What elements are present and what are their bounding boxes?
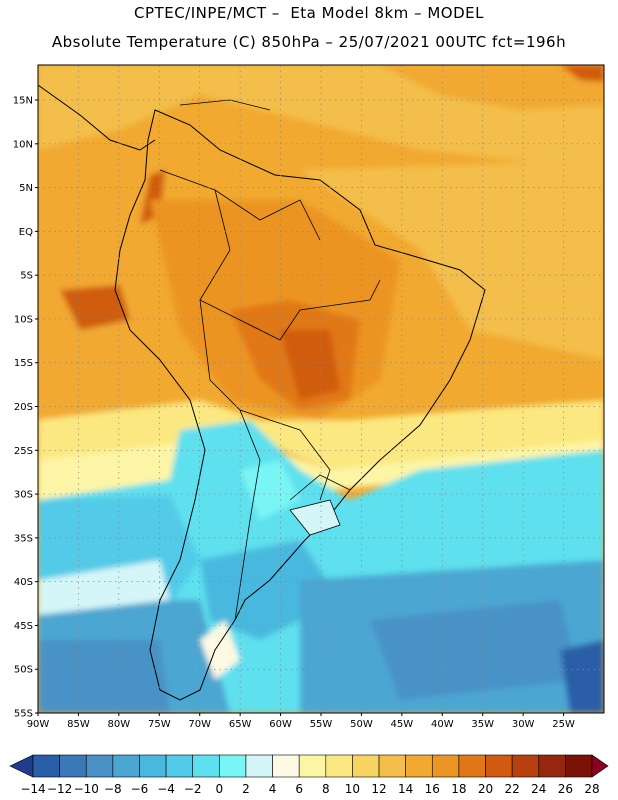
lon-label: 35W <box>471 719 494 730</box>
colorbar-label: −10 <box>74 782 99 796</box>
lat-label: 55S <box>14 709 33 720</box>
colorbar-label: 4 <box>269 782 277 796</box>
colorbar-label: 16 <box>425 782 440 796</box>
colorbar-label: 20 <box>478 782 493 796</box>
lat-label: 40S <box>14 577 33 588</box>
lat-label: 35S <box>14 533 33 544</box>
colorbar-label: 14 <box>398 782 413 796</box>
colorbar-label: −8 <box>104 782 122 796</box>
lon-label: 25W <box>552 719 575 730</box>
colorbar-swatch <box>431 754 460 778</box>
lon-label: 55W <box>310 719 333 730</box>
colorbar-label: 6 <box>295 782 303 796</box>
lat-label: 25S <box>14 446 33 457</box>
lon-label: 70W <box>188 719 211 730</box>
colorbar-labels: −14 −12 −10 −8 −6 −4 −2 0 2 4 6 8 10 12 14 16 18 20 22 24 26… <box>20 782 599 796</box>
colorbar-label: 28 <box>584 782 599 796</box>
lon-label: 75W <box>148 719 171 730</box>
colorbar-label: 10 <box>345 782 360 796</box>
longitude-labels: 90W 85W 80W 75W 70W 65W 60W 55W 50W 45W 40W 35W 30W 2… <box>27 713 575 730</box>
lon-label: 50W <box>350 719 373 730</box>
lon-label: 90W <box>27 719 50 730</box>
colorbar-label: −6 <box>131 782 149 796</box>
colorbar-label: 2 <box>242 782 250 796</box>
colorbar-label: −14 <box>20 782 45 796</box>
lat-label: 10S <box>14 314 33 325</box>
colorbar <box>9 754 609 778</box>
colorbar-arrow-low <box>9 754 34 778</box>
lat-label: 20S <box>14 402 33 413</box>
lon-label: 85W <box>67 719 90 730</box>
colorbar-swatch <box>458 754 486 778</box>
colorbar-swatch <box>405 754 433 778</box>
colorbar-label: 24 <box>531 782 546 796</box>
colorbar-swatch <box>32 754 60 778</box>
colorbar-swatch <box>352 754 380 778</box>
lon-label: 60W <box>269 719 292 730</box>
colorbar-label: 22 <box>505 782 520 796</box>
colorbar-swatch <box>272 754 300 778</box>
country-borders <box>199 189 381 341</box>
lat-label: 10N <box>13 139 33 150</box>
colorbar-label: 0 <box>216 782 224 796</box>
central-america-coast <box>37 84 156 151</box>
colorbar-label: −2 <box>184 782 202 796</box>
colorbar-swatch <box>219 754 247 778</box>
latitude-labels: 15N 10N 5N EQ 5S 10S 15S 20S 25S 30S 35S 40S 45S 50S 5… <box>13 96 38 720</box>
lat-label: 15N <box>13 96 33 107</box>
lat-label: EQ <box>19 227 33 238</box>
chart-title-line-1: CPTEC/INPE/MCT – Eta Model 8km – MODEL <box>134 4 484 22</box>
colorbar-label: −4 <box>157 782 175 796</box>
lon-label: 30W <box>512 719 535 730</box>
colorbar-swatch <box>511 754 540 778</box>
colorbar-swatch <box>165 754 194 778</box>
colorbar-swatch <box>298 754 327 778</box>
colorbar-swatch <box>245 754 273 778</box>
colorbar-swatch <box>112 754 140 778</box>
colorbar-swatch <box>139 754 167 778</box>
colorbar-swatch <box>192 754 220 778</box>
chart-title-line-2: Absolute Temperature (C) 850hPa – 25/07/… <box>51 33 567 51</box>
lon-label: 65W <box>229 719 252 730</box>
lat-label: 15S <box>14 358 33 369</box>
colorbar-arrow-high <box>591 754 609 778</box>
graticule <box>37 65 604 714</box>
lon-label: 80W <box>108 719 131 730</box>
field-hot-interior <box>280 330 340 400</box>
colorbar-label: 26 <box>558 782 573 796</box>
colorbar-swatch <box>378 754 406 778</box>
lat-label: 45S <box>14 621 33 632</box>
colorbar-label: 12 <box>371 782 386 796</box>
colorbar-swatch <box>325 754 353 778</box>
lat-label: 50S <box>14 665 33 676</box>
colorbar-swatch <box>565 754 593 778</box>
colorbar-swatch <box>538 754 566 778</box>
colorbar-swatch <box>485 754 513 778</box>
lon-label: 45W <box>391 719 414 730</box>
colorbar-label: 8 <box>322 782 330 796</box>
lon-label: 40W <box>431 719 454 730</box>
lat-label: 5N <box>19 183 33 194</box>
colorbar-swatch <box>59 754 87 778</box>
lat-label: 30S <box>14 490 33 501</box>
colorbar-label: 18 <box>451 782 466 796</box>
colorbar-swatch <box>85 754 114 778</box>
lat-label: 5S <box>20 271 33 282</box>
colorbar-label: −12 <box>47 782 72 796</box>
